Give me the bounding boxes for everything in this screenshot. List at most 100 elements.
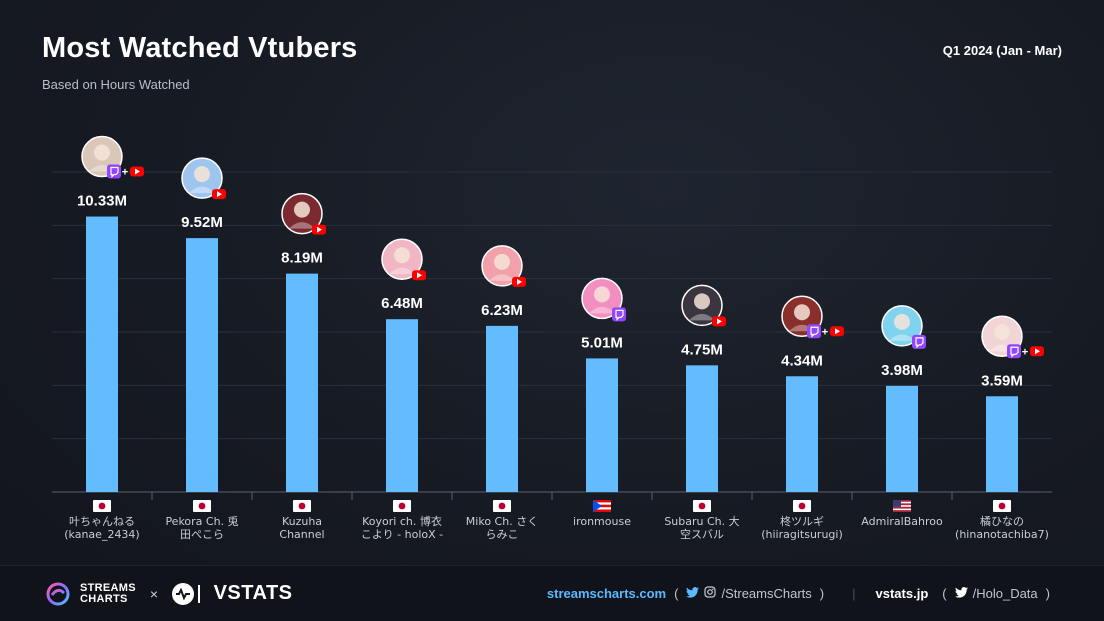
twitch-icon [107, 164, 121, 179]
vstats-divider [198, 584, 200, 603]
page-title: Most Watched Vtubers [42, 32, 358, 64]
paren-close-1: ) [819, 586, 825, 601]
flag-stripe [893, 510, 911, 512]
vstats-wordmark[interactable]: VSTATS [213, 582, 293, 604]
flag-japan-disc [398, 502, 406, 510]
category-label: 柊ツルギ [780, 514, 824, 528]
value-label: 5.01M [581, 334, 623, 351]
instagram-icon[interactable] [704, 586, 717, 601]
flag-canton [893, 500, 901, 507]
avatar-body [289, 222, 315, 229]
twitch-glyph [915, 337, 924, 349]
avatar [281, 192, 323, 235]
avatar [481, 245, 523, 287]
avatar [681, 284, 723, 327]
twitch-glyph [1010, 346, 1019, 358]
twitch-glyph [110, 166, 119, 178]
flag-stripe [893, 506, 911, 509]
footer: STREAMS CHARTS × VSTATS streamscharts.co… [0, 565, 1104, 621]
avatar-body [589, 306, 615, 314]
bar-group: 3.98M AdmiralBahroo [861, 305, 943, 528]
bar [686, 365, 718, 492]
twitter-icon[interactable] [686, 586, 700, 601]
streamscharts-logo-icon [46, 582, 70, 606]
category-label: 橘ひなの [980, 515, 1024, 528]
category-label-line2: (kanae_2434) [64, 528, 139, 541]
value-label: 10.33M [77, 193, 127, 210]
category-label: ironmouse [573, 515, 631, 528]
paren-open-1: ( [674, 586, 679, 601]
avatar-face [194, 166, 210, 183]
streamscharts-handle[interactable]: /StreamsCharts [721, 586, 812, 601]
category-label: Kuzuha [282, 515, 322, 528]
youtube-glyph [517, 278, 522, 285]
bar-group: 5.01M ironmouse [573, 277, 631, 528]
youtube-glyph [717, 318, 722, 325]
period-label: Q1 2024 (Jan - Mar) [942, 43, 1062, 58]
flag-japan-disc [998, 502, 1006, 510]
avatar-face [994, 324, 1010, 341]
vstats-link[interactable]: vstats.jp [875, 586, 929, 601]
flag-japan-disc [698, 502, 706, 510]
bar [986, 396, 1018, 492]
bar [486, 325, 518, 492]
category-label: AdmiralBahroo [861, 515, 943, 528]
flag-puerto-rico-icon [593, 500, 611, 512]
flag-usa-icon [893, 500, 911, 512]
brand-line-1: STREAMS [80, 581, 136, 594]
footer-separator: | [852, 586, 856, 601]
flag-stripe [593, 507, 611, 510]
twitter-icon-2[interactable] [954, 586, 968, 601]
category-label: Pekora Ch. 兎 [165, 515, 238, 528]
streamscharts-brand[interactable]: STREAMS CHARTS [46, 582, 136, 606]
bar [586, 358, 618, 492]
category-label-line2: こより - holoX - [361, 528, 443, 541]
vstats-logo-icon [172, 582, 195, 605]
category-label-line2: らみこ [486, 528, 519, 541]
youtube-glyph [217, 191, 222, 198]
avatar-face [694, 293, 710, 310]
bar-group: 3.59M + 橘ひなの(hinanotachiba7) [955, 315, 1049, 541]
avatar [381, 238, 423, 280]
vstats-handle[interactable]: /Holo_Data [972, 586, 1038, 601]
flag-stripe [893, 505, 911, 507]
flag-japan-disc [298, 502, 306, 510]
youtube-glyph [135, 168, 140, 175]
flag-stripe [893, 500, 911, 502]
avatar [181, 157, 223, 199]
bar-chart: 10.33M + 叶ちゃんねる(kanae_2434) 9.52M Pekora Ch.… [52, 135, 1052, 541]
twitch-icon [612, 307, 626, 322]
category-label: Koyori ch. 博衣 [362, 514, 442, 528]
bar [886, 385, 918, 492]
twitch-icon [807, 324, 821, 339]
category-label: 叶ちゃんねる [69, 515, 135, 528]
page-subtitle: Based on Hours Watched [42, 77, 190, 92]
avatar-body [489, 274, 515, 281]
flag-stripe [893, 503, 911, 506]
flag-triangle [593, 500, 602, 512]
plus-icon: + [822, 326, 828, 338]
avatar-face [294, 201, 310, 218]
plus-icon: + [122, 167, 128, 179]
flag-japan-disc [498, 502, 506, 510]
category-label-line2: (hiiragitsurugi) [761, 528, 843, 541]
value-label: 3.98M [881, 362, 923, 379]
avatar-face [794, 304, 810, 321]
streamscharts-link[interactable]: streamscharts.com [546, 586, 667, 601]
category-label: Miko Ch. さく [466, 515, 538, 528]
category-label-line2: (hinanotachiba7) [955, 528, 1049, 541]
avatar [581, 277, 623, 320]
brand-line-2: CHARTS [80, 592, 128, 605]
youtube-glyph [835, 328, 840, 335]
youtube-glyph [1035, 348, 1040, 355]
avatar-face [494, 253, 510, 270]
paren-close-2: ) [1045, 586, 1050, 601]
bar-group: 10.33M + 叶ちゃんねる(kanae_2434) [64, 135, 144, 541]
bar [286, 273, 318, 492]
flag-japan-disc [198, 502, 206, 510]
footer-links: streamscharts.com ( /StreamsCharts ) | v… [547, 586, 1058, 601]
